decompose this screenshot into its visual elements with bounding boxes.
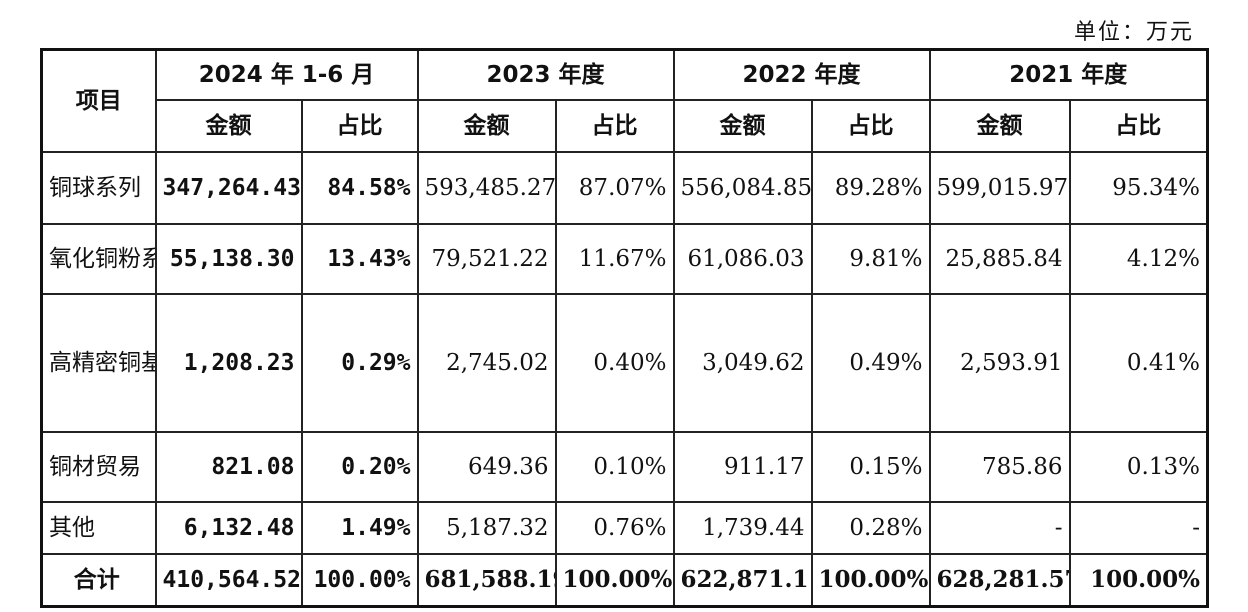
cell-amount: 1,208.23 <box>154 292 303 434</box>
cell-amount: 55,138.30 <box>154 222 303 295</box>
cell-ratio: 9.81% <box>810 222 931 295</box>
header-ratio: 占比 <box>810 98 931 153</box>
cell-ratio: 11.67% <box>554 222 675 295</box>
total-row: 合计 410,564.52 100.00% 681,588.19 100.00%… <box>40 553 1209 608</box>
row-label: 氧化铜粉系列 <box>40 222 157 295</box>
cell-ratio: 0.29% <box>300 292 419 434</box>
total-ratio: 100.00% <box>810 553 931 608</box>
cell-amount: 785.86 <box>928 431 1071 504</box>
cell-ratio: 0.49% <box>810 292 931 434</box>
header-item: 项目 <box>40 48 157 153</box>
header-ratio: 占比 <box>554 98 675 153</box>
header-ratio: 占比 <box>1068 98 1209 153</box>
header-amount: 金额 <box>928 98 1071 153</box>
cell-ratio: 0.28% <box>810 501 931 556</box>
table-row: 铜球系列 347,264.43 84.58% 593,485.27 87.07%… <box>40 150 1209 225</box>
table-row: 其他 6,132.48 1.49% 5,187.32 0.76% 1,739.4… <box>40 501 1209 556</box>
cell-amount: 649.36 <box>416 431 557 504</box>
cell-ratio: 84.58% <box>300 150 419 225</box>
unit-label: 单位：万元 <box>1073 20 1194 45</box>
row-label: 铜材贸易 <box>40 431 157 504</box>
cell-amount: 1,739.44 <box>672 501 813 556</box>
total-amount: 628,281.57 <box>928 553 1071 608</box>
cell-ratio: 0.20% <box>300 431 419 504</box>
row-label: 铜球系列 <box>40 150 157 225</box>
cell-ratio: - <box>1068 501 1209 556</box>
total-amount: 681,588.19 <box>416 553 557 608</box>
total-amount: 410,564.52 <box>154 553 303 608</box>
table-row: 铜材贸易 821.08 0.20% 649.36 0.10% 911.17 0.… <box>40 431 1209 504</box>
row-label: 高精密铜基散热片系列 <box>40 292 157 434</box>
cell-ratio: 0.76% <box>554 501 675 556</box>
cell-ratio: 87.07% <box>554 150 675 225</box>
total-amount: 622,871.11 <box>672 553 813 608</box>
table-row: 氧化铜粉系列 55,138.30 13.43% 79,521.22 11.67%… <box>40 222 1209 295</box>
total-label: 合计 <box>40 553 157 608</box>
cell-amount: 6,132.48 <box>154 501 303 556</box>
cell-amount: 3,049.62 <box>672 292 813 434</box>
cell-amount: 2,593.91 <box>928 292 1071 434</box>
cell-ratio: 0.10% <box>554 431 675 504</box>
total-ratio: 100.00% <box>300 553 419 608</box>
header-amount: 金额 <box>416 98 557 153</box>
header-period-2021: 2021 年度 <box>928 48 1209 101</box>
cell-amount: 79,521.22 <box>416 222 557 295</box>
cell-amount: 911.17 <box>672 431 813 504</box>
header-amount: 金额 <box>154 98 303 153</box>
header-ratio: 占比 <box>300 98 419 153</box>
cell-ratio: 4.12% <box>1068 222 1209 295</box>
cell-amount: 593,485.27 <box>416 150 557 225</box>
table-row: 高精密铜基散热片系列 1,208.23 0.29% 2,745.02 0.40%… <box>40 292 1209 434</box>
cell-amount: 25,885.84 <box>928 222 1071 295</box>
row-label: 其他 <box>40 501 157 556</box>
header-row-columns: 金额 占比 金额 占比 金额 占比 金额 占比 <box>42 98 1209 153</box>
cell-ratio: 0.15% <box>810 431 931 504</box>
cell-ratio: 13.43% <box>300 222 419 295</box>
cell-amount: 821.08 <box>154 431 303 504</box>
total-ratio: 100.00% <box>554 553 675 608</box>
cell-ratio: 0.40% <box>554 292 675 434</box>
cell-ratio: 95.34% <box>1068 150 1209 225</box>
header-period-2024h1: 2024 年 1-6 月 <box>154 48 419 101</box>
cell-amount: 5,187.32 <box>416 501 557 556</box>
header-period-2022: 2022 年度 <box>672 48 931 101</box>
total-ratio: 100.00% <box>1068 553 1209 608</box>
cell-amount: - <box>928 501 1071 556</box>
cell-amount: 61,086.03 <box>672 222 813 295</box>
header-period-2023: 2023 年度 <box>416 48 675 101</box>
cell-ratio: 1.49% <box>300 501 419 556</box>
cell-ratio: 89.28% <box>810 150 931 225</box>
revenue-table: 项目 2024 年 1-6 月 2023 年度 2022 年度 2021 年度 … <box>40 48 1209 608</box>
cell-amount: 599,015.97 <box>928 150 1071 225</box>
cell-amount: 556,084.85 <box>672 150 813 225</box>
cell-amount: 2,745.02 <box>416 292 557 434</box>
cell-amount: 347,264.43 <box>154 150 303 225</box>
cell-ratio: 0.13% <box>1068 431 1209 504</box>
header-row-periods: 项目 2024 年 1-6 月 2023 年度 2022 年度 2021 年度 <box>40 48 1209 153</box>
header-amount: 金额 <box>672 98 813 153</box>
cell-ratio: 0.41% <box>1068 292 1209 434</box>
